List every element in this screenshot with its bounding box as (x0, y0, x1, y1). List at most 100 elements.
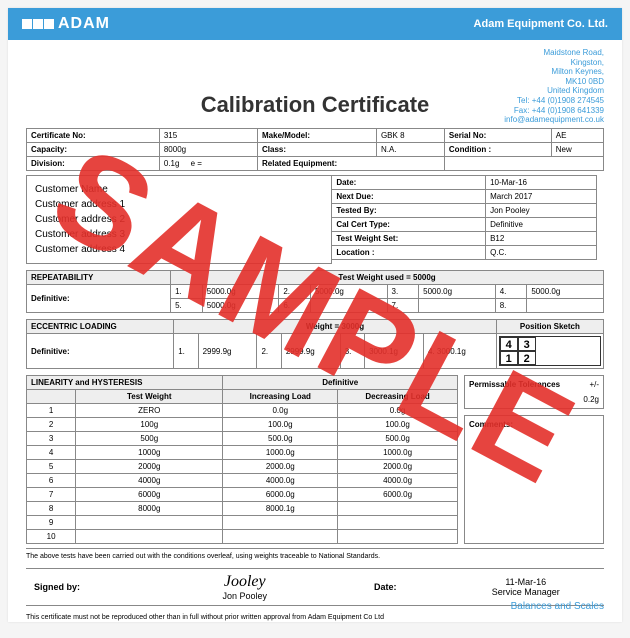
serial-label: Serial No: (444, 129, 551, 143)
lin-cell: 8 (27, 502, 76, 516)
address-block: Maidstone Road, Kingston, Milton Keynes,… (504, 48, 604, 125)
signed-by-label: Signed by: (34, 582, 80, 592)
dates-box: Date:10-Mar-16 Next Due:March 2017 Teste… (331, 175, 597, 264)
testedby-value: Jon Pooley (486, 204, 597, 218)
pos-4: 4 (500, 337, 518, 351)
customer-addr1: Customer address 1 (35, 197, 323, 212)
lin-cell (76, 530, 223, 544)
capacity-value: 8000g (159, 143, 257, 157)
certificate-page: ADAM Adam Equipment Co. Ltd. Maidstone R… (8, 8, 622, 622)
lin-cell: 9 (27, 516, 76, 530)
addr-line: Kingston, (504, 58, 604, 68)
lin-def: Definitive (223, 376, 458, 390)
make-value: GBK 8 (376, 129, 444, 143)
bottom-brand: Balances and Scales (511, 601, 604, 612)
r2n: 2. (279, 285, 311, 299)
lin-cell: 1000g (76, 446, 223, 460)
lin-cell: 2000.0g (338, 460, 458, 474)
lin-cell: 1000.0g (338, 446, 458, 460)
cert-no-label: Certificate No: (27, 129, 160, 143)
r3n: 3. (387, 285, 419, 299)
capacity-label: Capacity: (27, 143, 160, 157)
repeat-def-label: Definitive: (27, 285, 171, 313)
class-label: Class: (258, 143, 377, 157)
linearity-table: LINEARITY and HYSTERESISDefinitive Test … (26, 375, 458, 544)
condition-value: New (551, 143, 603, 157)
lin-cell: 10 (27, 530, 76, 544)
lin-cell: 6000.0g (223, 488, 338, 502)
lin-cell: 100.0g (338, 418, 458, 432)
lin-cell: 6000.0g (338, 488, 458, 502)
pos-sketch-label: Position Sketch (496, 320, 603, 334)
r8n: 8. (495, 299, 527, 313)
serial-value: AE (551, 129, 603, 143)
footer-note-1: The above tests have been carried out wi… (26, 548, 604, 564)
signature-image: Jooley (175, 573, 316, 591)
r6v (310, 299, 387, 313)
tol-pm: +/- (589, 380, 599, 389)
customer-box: Customer Name Customer address 1 Custome… (26, 175, 332, 264)
logo-text: ADAM (58, 15, 110, 33)
ecc-def-label: Definitive: (27, 334, 174, 369)
division-value: 0.1g (164, 159, 180, 168)
signer-name: Jon Pooley (175, 591, 316, 601)
lin-cell: 5 (27, 460, 76, 474)
lin-cell: 500.0g (338, 432, 458, 446)
pos-2: 2 (518, 351, 536, 365)
date-value: 10-Mar-16 (486, 176, 597, 190)
lin-cell (338, 502, 458, 516)
location-value: Q.C. (486, 246, 597, 260)
footer-note-2: This certificate must not be reproduced … (26, 610, 604, 625)
lin-cell (223, 516, 338, 530)
r8v (527, 299, 604, 313)
r4v: 5000.0g (527, 285, 604, 299)
sign-date: 11-Mar-16 (456, 577, 597, 587)
lin-cell: 8000g (76, 502, 223, 516)
lin-cell (76, 516, 223, 530)
content: Certificate No: 315 Make/Model: GBK 8 Se… (8, 128, 622, 625)
lin-tw-label: Test Weight (76, 390, 223, 404)
twset-label: Test Weight Set: (332, 232, 486, 246)
r6n: 6. (279, 299, 311, 313)
lin-cell: 8000.1g (223, 502, 338, 516)
eccentric-table: ECCENTRIC LOADING Weight = 3000g Positio… (26, 319, 604, 369)
lin-title: LINEARITY and HYSTERESIS (27, 376, 223, 390)
e4n: 4. (428, 347, 435, 356)
r2v: 5000.0g (310, 285, 387, 299)
tol-value: 0.2g (469, 395, 599, 404)
e4v: 3000.1g (437, 347, 466, 356)
customer-addr4: Customer address 4 (35, 242, 323, 257)
logo-icon (22, 19, 54, 29)
customer-name: Customer Name (35, 182, 323, 197)
addr-line: United Kingdom (504, 86, 604, 96)
make-label: Make/Model: (258, 129, 377, 143)
lin-cell: 7 (27, 488, 76, 502)
lin-cell: 2000.0g (223, 460, 338, 474)
nextdue-value: March 2017 (486, 190, 597, 204)
e2v: 2999.9g (281, 334, 340, 369)
lin-cell: 4000.0g (338, 474, 458, 488)
addr-line: Maidstone Road, (504, 48, 604, 58)
ecc-weight: Weight = 3000g (174, 320, 497, 334)
lin-inc-label: Increasing Load (223, 390, 338, 404)
lin-cell: 4000.0g (223, 474, 338, 488)
position-sketch: 4 3 1 2 (499, 336, 601, 366)
certtype-label: Cal Cert Type: (332, 218, 486, 232)
lin-cell: 100g (76, 418, 223, 432)
r5n: 5. (171, 299, 203, 313)
customer-addr3: Customer address 3 (35, 227, 323, 242)
cert-no: 315 (159, 129, 257, 143)
lin-cell: 2 (27, 418, 76, 432)
lin-cell (223, 530, 338, 544)
company-name: Adam Equipment Co. Ltd. (474, 18, 608, 30)
condition-label: Condition : (444, 143, 551, 157)
e3n: 3. (340, 334, 364, 369)
e1n: 1. (174, 334, 198, 369)
r4n: 4. (495, 285, 527, 299)
lin-cell: 500.0g (223, 432, 338, 446)
e2n: 2. (257, 334, 281, 369)
r1v: 5000.0g (202, 285, 279, 299)
pos-1: 1 (500, 351, 518, 365)
lin-cell: 500g (76, 432, 223, 446)
related-label: Related Equipment: (258, 157, 445, 171)
